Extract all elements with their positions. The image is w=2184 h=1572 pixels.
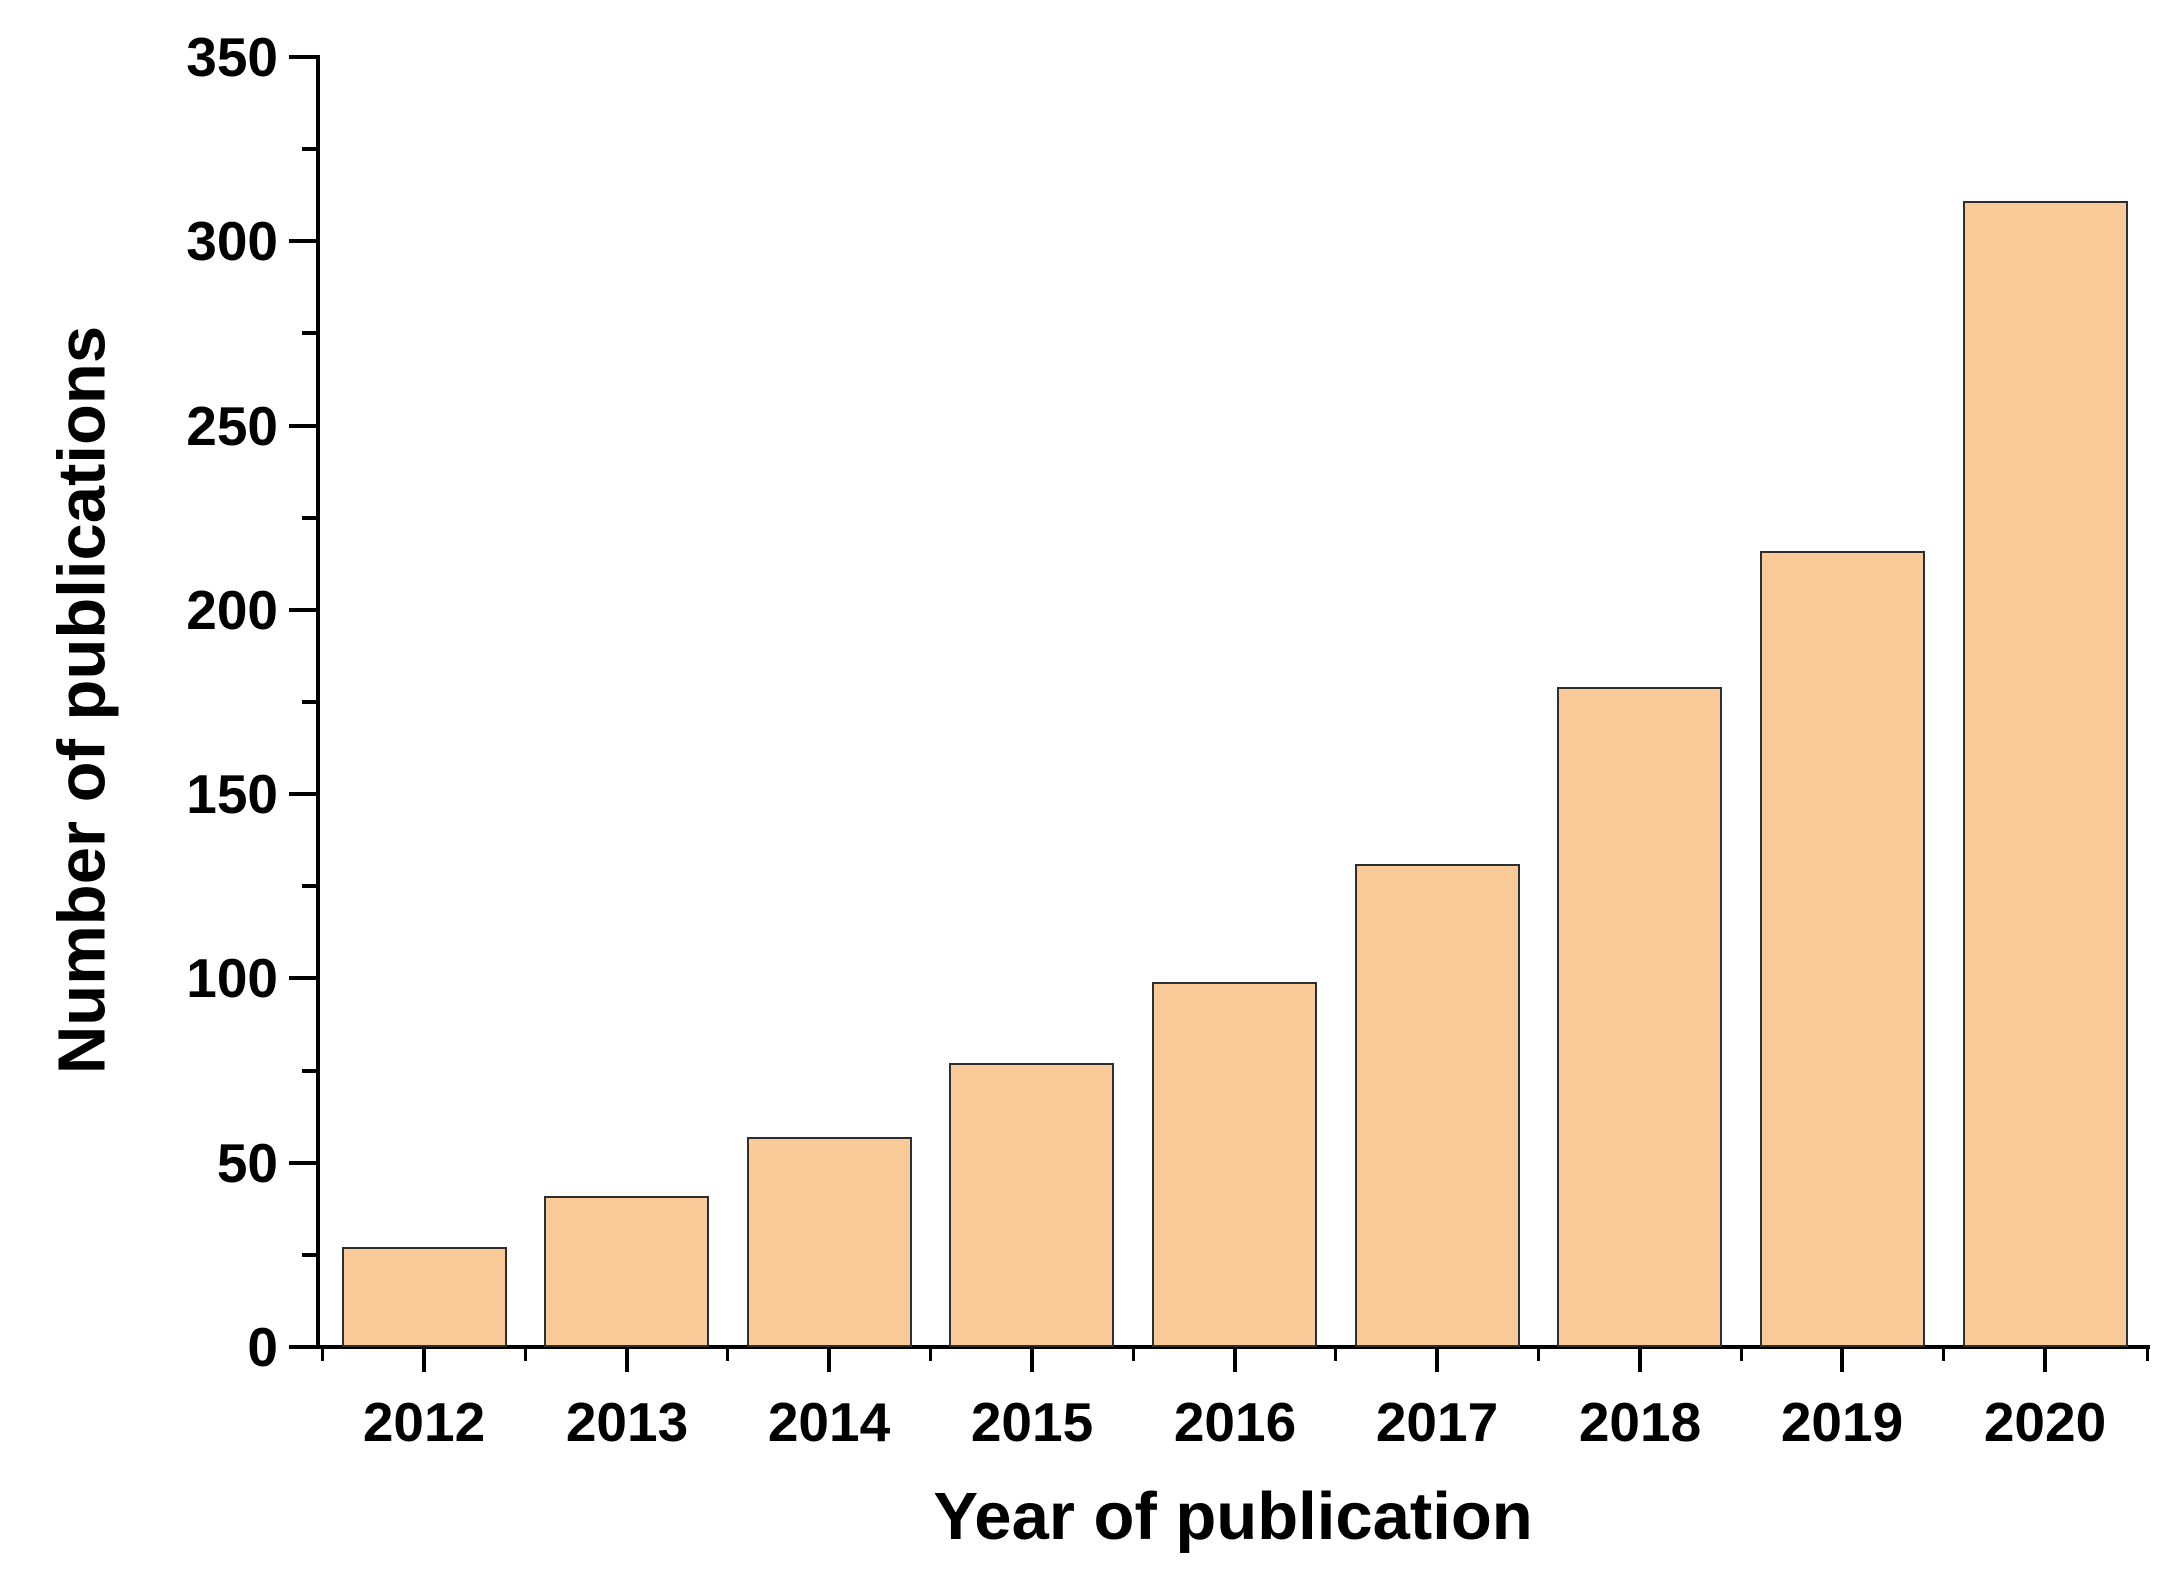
bar-2016 [1152, 982, 1317, 1347]
x-tick-label-2017: 2017 [1375, 1391, 1499, 1453]
x-minor-tick-3 [726, 1349, 729, 1361]
y-minor-tick-325 [302, 147, 316, 151]
y-major-tick-300 [289, 239, 316, 243]
y-minor-tick-75 [302, 1069, 316, 1073]
bar-2014 [747, 1137, 912, 1347]
x-minor-tick-7 [1537, 1349, 1540, 1361]
x-minor-tick-9 [1942, 1349, 1945, 1361]
y-major-tick-50 [289, 1161, 316, 1165]
y-major-tick-100 [289, 976, 316, 980]
x-axis-spine [316, 1345, 2150, 1349]
y-tick-label-50: 50 [216, 1132, 278, 1194]
y-tick-label-150: 150 [186, 763, 278, 825]
y-minor-tick-25 [302, 1253, 316, 1257]
x-major-tick-2018 [1638, 1349, 1642, 1372]
x-tick-label-2020: 2020 [1983, 1391, 2107, 1453]
y-tick-label-350: 350 [186, 26, 278, 88]
x-tick-label-2013: 2013 [565, 1391, 689, 1453]
x-tick-label-2014: 2014 [767, 1391, 891, 1453]
x-minor-tick-6 [1334, 1349, 1337, 1361]
y-tick-label-300: 300 [186, 210, 278, 272]
bar-2018 [1557, 687, 1722, 1347]
y-tick-label-100: 100 [186, 947, 278, 1009]
bar-2020 [1963, 201, 2128, 1347]
y-tick-label-250: 250 [186, 395, 278, 457]
x-minor-tick-5 [1132, 1349, 1135, 1361]
x-major-tick-2012 [422, 1349, 426, 1372]
bar-2017 [1355, 864, 1520, 1347]
bar-2015 [949, 1063, 1114, 1347]
y-major-tick-150 [289, 792, 316, 796]
bar-2012 [342, 1247, 507, 1347]
x-major-tick-2020 [2043, 1349, 2047, 1372]
y-major-tick-200 [289, 608, 316, 612]
x-major-tick-2015 [1030, 1349, 1034, 1372]
x-minor-tick-0 [321, 1349, 324, 1361]
bar-2019 [1760, 551, 1925, 1347]
x-tick-label-2019: 2019 [1780, 1391, 1904, 1453]
bar-2013 [544, 1196, 709, 1347]
y-tick-label-0: 0 [247, 1316, 278, 1378]
x-minor-tick-8 [1740, 1349, 1743, 1361]
y-tick-label-200: 200 [186, 579, 278, 641]
x-tick-label-2015: 2015 [970, 1391, 1094, 1453]
x-minor-tick-1 [2146, 1349, 2149, 1361]
x-minor-tick-2 [524, 1349, 527, 1361]
y-major-tick-350 [289, 55, 316, 59]
y-axis-title: Number of publications [44, 325, 120, 1075]
x-major-tick-2019 [1840, 1349, 1844, 1372]
y-minor-tick-175 [302, 700, 316, 704]
x-tick-label-2012: 2012 [362, 1391, 486, 1453]
x-tick-label-2016: 2016 [1173, 1391, 1297, 1453]
x-minor-tick-4 [929, 1349, 932, 1361]
x-major-tick-2014 [827, 1349, 831, 1372]
y-major-tick-0 [289, 1345, 316, 1349]
x-major-tick-2016 [1233, 1349, 1237, 1372]
x-major-tick-2017 [1435, 1349, 1439, 1372]
y-minor-tick-275 [302, 331, 316, 335]
x-major-tick-2013 [625, 1349, 629, 1372]
y-major-tick-250 [289, 424, 316, 428]
y-axis-spine [316, 55, 320, 1349]
y-minor-tick-225 [302, 516, 316, 520]
x-tick-label-2018: 2018 [1578, 1391, 1702, 1453]
y-minor-tick-125 [302, 884, 316, 888]
x-axis-title: Year of publication [933, 1479, 1533, 1554]
